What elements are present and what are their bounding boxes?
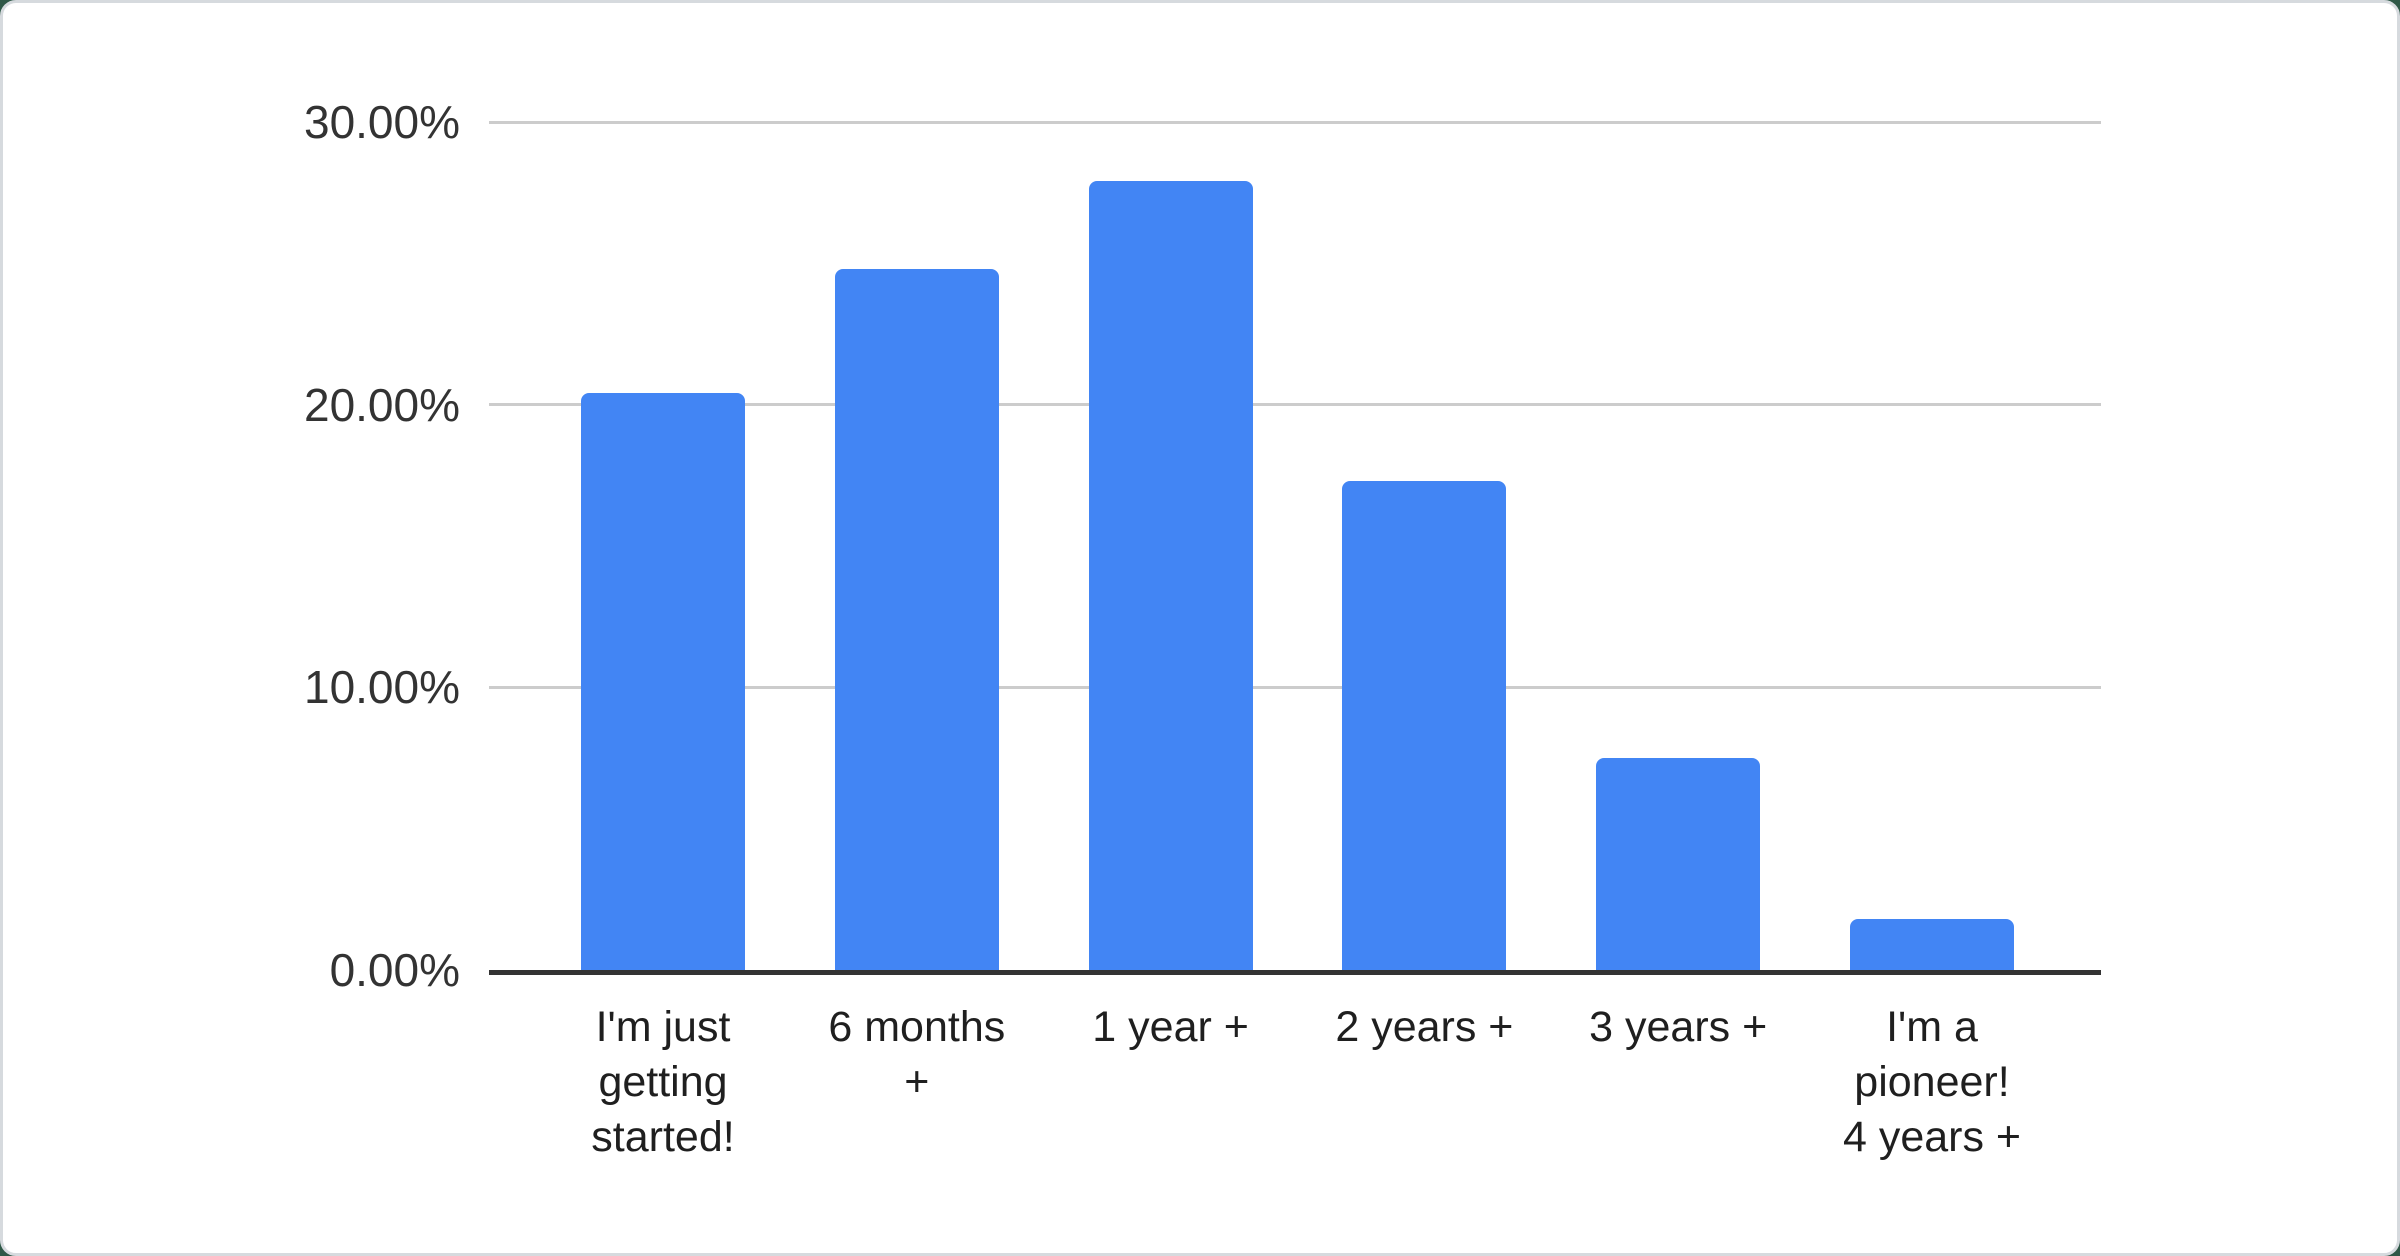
bar-chart: 0.00% 10.00% 20.00% 30.00% I'm just getting… (3, 3, 2397, 1253)
bar-2-years (1342, 480, 1507, 970)
x-axis-baseline (489, 970, 2101, 975)
x-label-i-m-just-getting-started: I'm just getting started! (591, 1003, 735, 1161)
bar-1-year (1088, 181, 1253, 970)
bar-i-m-just-getting-started (581, 393, 745, 970)
y-tick-label-10pct: 10.00% (303, 661, 460, 714)
x-label-1-year: 1 year + (1092, 1003, 1249, 1051)
bar-i-m-a-pioneer-4-years (1850, 919, 2014, 970)
x-label-6-months: 6 months + (828, 1003, 1006, 1106)
x-label-i-m-a-pioneer-4-years: I'm a pioneer! 4 years + (1842, 1003, 2022, 1161)
x-label-3-years: 3 years + (1589, 1003, 1768, 1051)
gridline-30pct (489, 120, 2101, 124)
y-tick-label-20pct: 20.00% (303, 378, 460, 431)
bar-3-years (1596, 758, 1761, 970)
y-tick-label-30pct: 30.00% (303, 96, 460, 148)
y-tick-label-0pct: 0.00% (329, 944, 460, 996)
x-label-2-years: 2 years + (1335, 1003, 1514, 1051)
bar-6-months (834, 268, 999, 970)
gridline-20pct (489, 403, 2101, 407)
gridline-10pct (489, 685, 2101, 689)
